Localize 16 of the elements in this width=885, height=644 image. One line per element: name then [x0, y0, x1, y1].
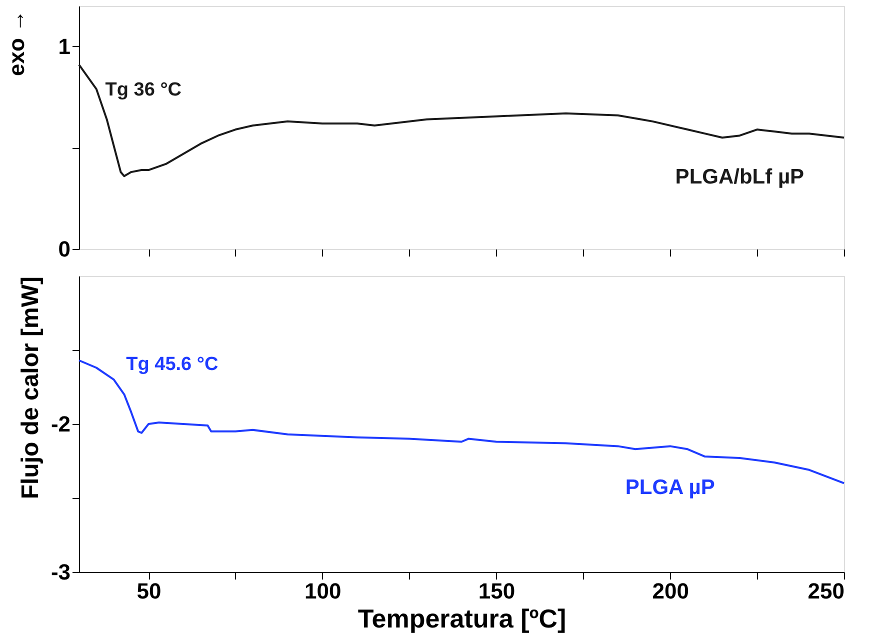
x-axis-title: Temperatura [ºC] — [358, 604, 566, 634]
series-label: PLGA/bLf µP — [675, 166, 804, 189]
series-label: PLGA µP — [625, 476, 715, 500]
y-tick-label: 0 — [58, 236, 70, 262]
annotation: Tg 36 °C — [105, 80, 182, 100]
text: exo → — [4, 10, 29, 76]
x-tick-label: 250 — [808, 578, 844, 604]
x-tick-label: 150 — [478, 578, 516, 604]
y-axis-title: Flujo de calor [mW] — [16, 276, 44, 500]
annotation: Tg 45.6 °C — [126, 354, 219, 375]
x-tick-label: 200 — [652, 578, 689, 604]
y-tick-label: -2 — [50, 412, 70, 436]
x-tick-label: 50 — [136, 578, 162, 604]
y-tick-label: -3 — [50, 560, 70, 584]
x-tick-label: 100 — [304, 578, 342, 604]
y-tick-label: 1 — [58, 34, 70, 59]
